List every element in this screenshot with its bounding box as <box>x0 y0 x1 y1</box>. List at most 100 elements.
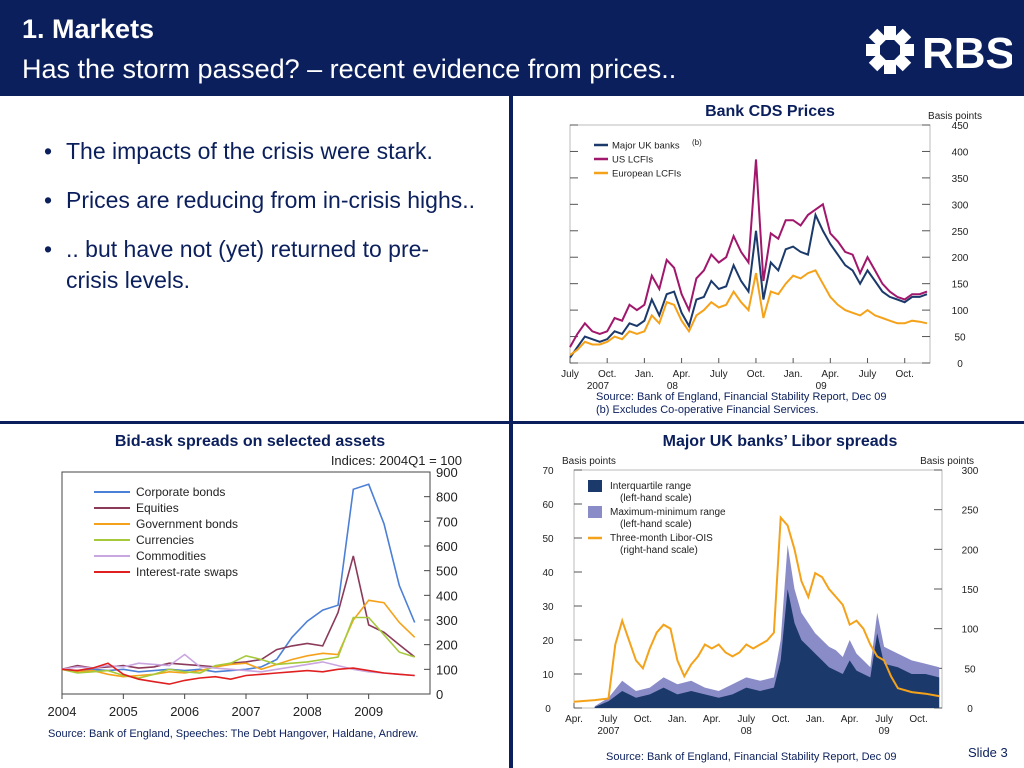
x-tick-label: Oct. <box>772 714 790 725</box>
y-tick-label-left: 30 <box>542 602 554 613</box>
y-tick-label-right: 0 <box>967 704 973 715</box>
y-tick-label: 200 <box>952 253 969 264</box>
x-tick-label: July <box>600 714 618 725</box>
x-tick-label: Jan. <box>806 714 825 725</box>
legend-label-sub: (right-hand scale) <box>620 545 698 556</box>
x-tick-label: Apr. <box>703 714 721 725</box>
legend-label: Currencies <box>136 533 194 547</box>
series-line <box>61 653 415 677</box>
y-tick-label: 50 <box>954 333 966 344</box>
x-tick-label: Jan. <box>668 714 687 725</box>
series-line <box>61 616 415 679</box>
y-tick-label: 300 <box>952 200 969 211</box>
y-tick-label-left: 60 <box>542 500 554 511</box>
x-tick-label: July <box>859 369 877 380</box>
x-year-label: 08 <box>741 726 753 737</box>
y-tick-label-right: 300 <box>962 466 979 477</box>
y-tick-label: 250 <box>952 227 969 238</box>
y-tick-label-right: 150 <box>962 585 979 596</box>
y-tick-label-left: 20 <box>542 636 554 647</box>
y-tick-label: 600 <box>436 539 458 554</box>
legend-label: Commodities <box>136 549 206 563</box>
series-line <box>61 599 416 678</box>
y-tick-label: 100 <box>952 306 969 317</box>
y-tick-label: 150 <box>952 280 969 291</box>
y-tick-label: 450 <box>952 121 969 132</box>
x-tick-label: July <box>875 714 893 725</box>
legend-label: Three-month Libor-OIS <box>610 533 713 544</box>
y-axis-label-left: Basis points <box>562 456 616 467</box>
x-tick-label: Oct. <box>909 714 927 725</box>
x-tick-label: Jan. <box>635 369 654 380</box>
slide-subtitle: Has the storm passed? – recent evidence … <box>22 54 677 84</box>
x-tick-label: 2008 <box>293 704 322 719</box>
y-tick-label-right: 100 <box>962 625 979 636</box>
cds-chart-title: Bank CDS Prices <box>705 103 835 120</box>
legend-label: Interquartile range <box>610 481 692 492</box>
y-tick-label-right: 250 <box>962 506 979 517</box>
bullet-item: The impacts of the crisis were stark. <box>40 136 480 167</box>
y-tick-label: 800 <box>436 490 458 505</box>
x-tick-label: July <box>561 369 579 380</box>
legend-label: Maximum-minimum range <box>610 507 726 518</box>
y-axis-label: Indices: 2004Q1 = 100 <box>331 453 462 468</box>
y-tick-label: 0 <box>957 359 963 370</box>
series-line <box>569 159 928 348</box>
horizontal-divider <box>0 421 1024 424</box>
y-tick-label: 350 <box>952 174 969 185</box>
y-tick-label-right: 50 <box>964 664 976 675</box>
bidask-chart-source: Source: Bank of England, Speeches: The D… <box>48 728 419 740</box>
y-tick-label-left: 0 <box>545 704 551 715</box>
legend-label: Interest-rate swaps <box>136 565 238 579</box>
legend-label-suffix: (b) <box>692 138 702 147</box>
legend-label: Major UK banks <box>612 141 680 152</box>
legend-swatch <box>588 506 602 518</box>
x-tick-label: 2006 <box>170 704 199 719</box>
x-year-label: 08 <box>667 381 679 390</box>
legend-swatch <box>588 480 602 492</box>
rbs-logo: RBS <box>866 26 1012 78</box>
y-tick-label: 300 <box>436 613 458 628</box>
slide-number: Slide 3 <box>968 745 1008 760</box>
x-tick-label: Oct. <box>747 369 765 380</box>
x-tick-label: Apr. <box>821 369 839 380</box>
x-tick-label: 2009 <box>354 704 383 719</box>
x-tick-label: Oct. <box>598 369 616 380</box>
cds-chart-source: Source: Bank of England, Financial Stabi… <box>596 391 887 403</box>
legend-label-sub: (left-hand scale) <box>620 493 692 504</box>
legend-label: Government bonds <box>136 517 238 531</box>
x-year-label: 2007 <box>597 726 620 737</box>
x-year-label: 09 <box>816 381 828 390</box>
series-line <box>569 211 928 359</box>
y-axis-label: Basis points <box>928 111 982 122</box>
x-tick-label: Apr. <box>673 369 691 380</box>
series-line <box>61 483 416 673</box>
y-tick-label: 900 <box>436 465 458 480</box>
series-area <box>594 589 940 708</box>
y-tick-label: 100 <box>436 662 458 677</box>
y-axis-label-right: Basis points <box>920 456 974 467</box>
bullet-item: .. but have not (yet) returned to pre-cr… <box>40 234 480 296</box>
plot-frame <box>61 471 431 695</box>
y-tick-label-left: 10 <box>542 670 554 681</box>
cds-chart-note: (b) Excludes Co-operative Financial Serv… <box>596 404 819 416</box>
legend-label: European LCFIs <box>612 169 681 180</box>
legend-label: Corporate bonds <box>136 485 225 499</box>
y-tick-label-right: 200 <box>962 545 979 556</box>
x-year-label: 09 <box>879 726 891 737</box>
slide-header: 1. Markets Has the storm passed? – recen… <box>0 0 1024 96</box>
bidask-chart-title: Bid-ask spreads on selected assets <box>114 433 386 450</box>
x-tick-label: Oct. <box>634 714 652 725</box>
x-year-label: 2007 <box>587 381 610 390</box>
series-line <box>573 515 940 703</box>
x-tick-label: Oct. <box>896 369 914 380</box>
bullet-list: The impacts of the crisis were stark. Pr… <box>40 136 480 314</box>
y-tick-label: 400 <box>952 147 969 158</box>
series-line <box>61 555 416 671</box>
y-tick-label: 400 <box>436 588 458 603</box>
libor-chart-title: Major UK banks’ Libor spreads <box>662 433 898 450</box>
rbs-logo-text: RBS <box>922 29 1012 78</box>
